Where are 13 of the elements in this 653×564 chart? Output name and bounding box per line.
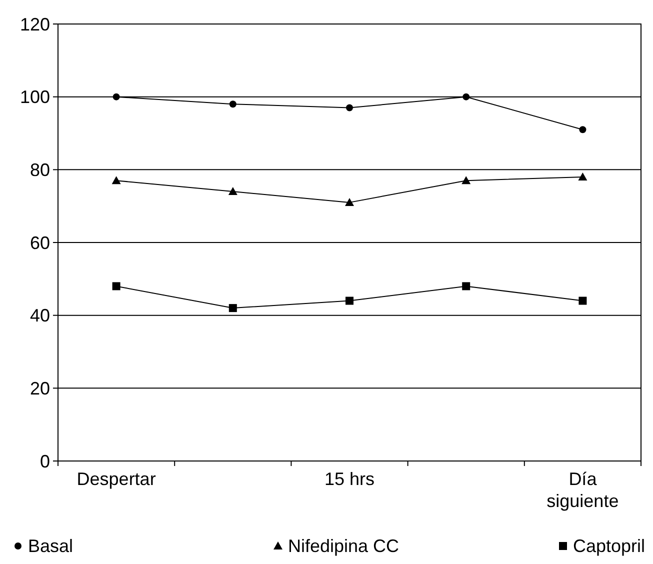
y-tick-label: 100 xyxy=(20,87,50,108)
legend-label: Nifedipina CC xyxy=(288,536,400,556)
y-tick-label: 60 xyxy=(30,232,50,253)
x-tick-label: Día siguiente xyxy=(546,469,619,511)
y-tick-label: 40 xyxy=(30,306,50,326)
y-tick-label: 120 xyxy=(20,14,50,34)
legend-label: Basal xyxy=(28,536,74,556)
legend-label: Captopril xyxy=(573,536,646,556)
x-tick-label: Despertar xyxy=(76,469,156,489)
y-tick-label: 20 xyxy=(30,378,50,398)
y-tick-label: 0 xyxy=(40,451,50,472)
y-tick-label: 80 xyxy=(30,160,50,180)
x-tick-label: 15 hrs xyxy=(324,469,375,489)
